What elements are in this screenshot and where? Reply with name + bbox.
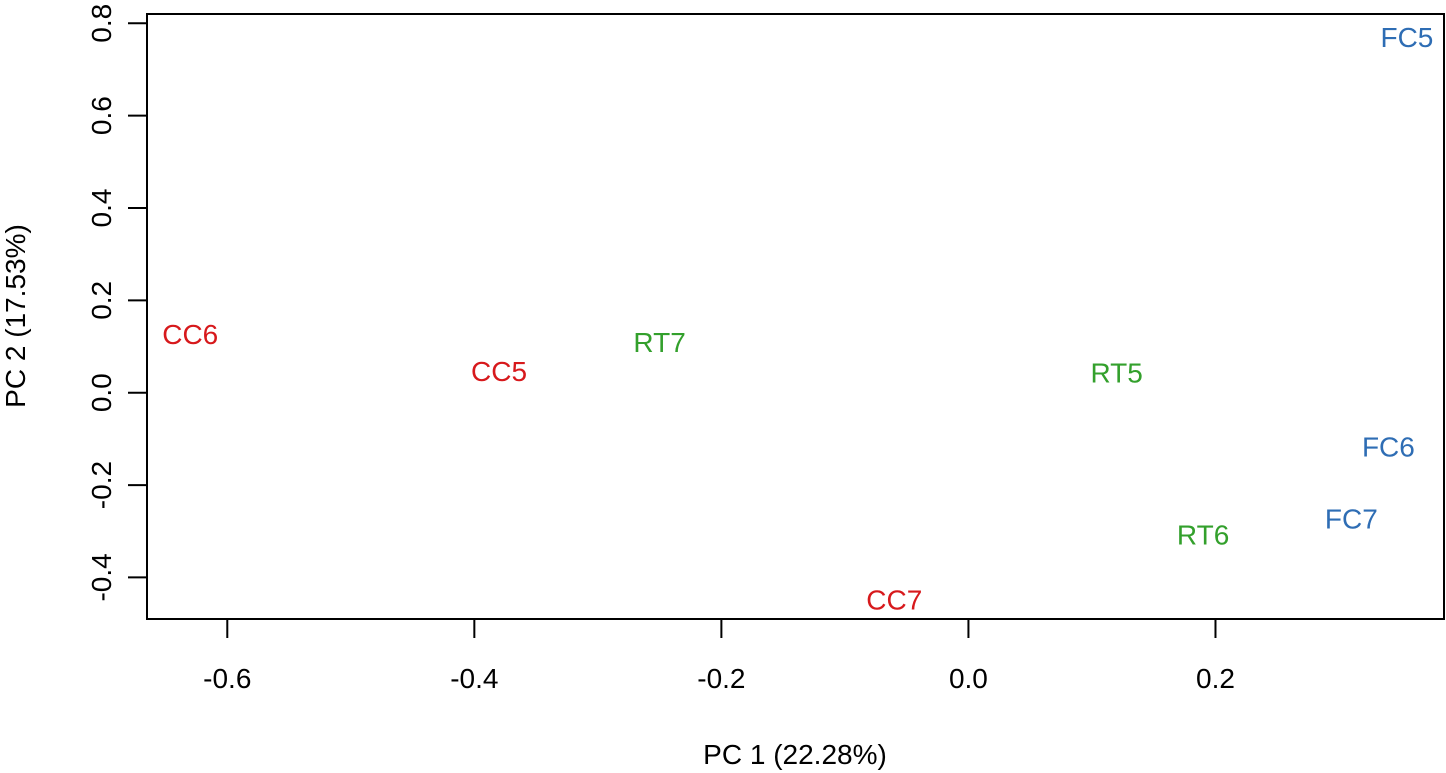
- point-label-rt7: RT7: [633, 327, 685, 358]
- x-tick-label: 0.2: [1196, 663, 1235, 694]
- point-label-cc6: CC6: [162, 319, 218, 350]
- point-label-cc7: CC7: [866, 585, 922, 616]
- y-axis-label: PC 2 (17.53%): [0, 224, 31, 408]
- y-tick-label: 0.2: [86, 281, 117, 320]
- y-tick-label: 0.6: [86, 96, 117, 135]
- y-axis: -0.4 -0.2 0.0 0.2 0.4 0.6 0.8: [86, 4, 148, 602]
- point-label-fc5: FC5: [1380, 22, 1433, 53]
- plot-frame: [146, 13, 1445, 620]
- point-label-cc5: CC5: [471, 356, 527, 387]
- point-label-rt6: RT6: [1177, 519, 1229, 550]
- data-points: CC6 CC5 CC7 RT7 RT5 RT6 FC5 FC6 FC7: [162, 22, 1433, 616]
- x-tick-label: -0.6: [203, 663, 251, 694]
- point-label-rt5: RT5: [1090, 357, 1142, 388]
- y-tick-label: -0.4: [86, 553, 117, 601]
- y-tick-label: 0.0: [86, 373, 117, 412]
- x-tick-label: -0.2: [697, 663, 745, 694]
- y-tick-label: 0.4: [86, 189, 117, 228]
- point-label-fc6: FC6: [1362, 432, 1415, 463]
- x-axis: -0.6 -0.4 -0.2 0.0 0.2: [203, 618, 1235, 694]
- y-tick-label: 0.8: [86, 4, 117, 43]
- x-axis-label: PC 1 (22.28%): [703, 739, 887, 770]
- point-label-fc7: FC7: [1325, 503, 1378, 534]
- x-tick-label: -0.4: [450, 663, 498, 694]
- y-tick-label: -0.2: [86, 461, 117, 509]
- x-tick-label: 0.0: [949, 663, 988, 694]
